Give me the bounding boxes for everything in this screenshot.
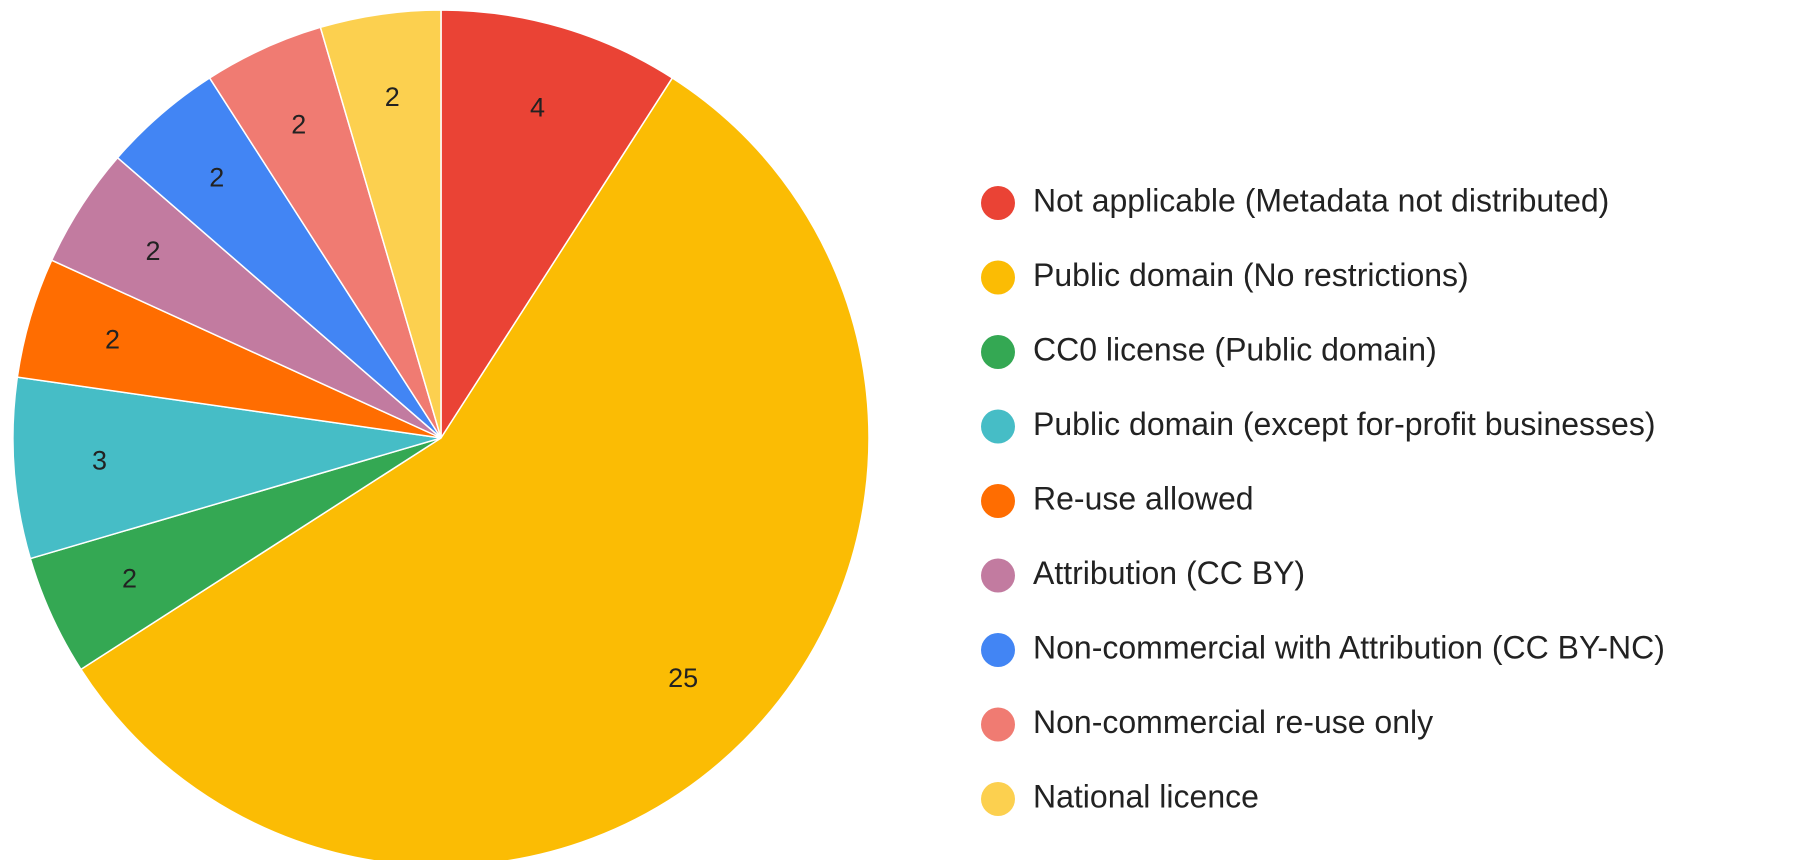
data-label: 4 <box>530 93 545 123</box>
legend-label: Non-commercial with Attribution (CC BY-N… <box>1033 629 1665 665</box>
legend-marker <box>981 484 1015 518</box>
data-label: 2 <box>291 110 306 140</box>
legend-marker <box>981 335 1015 369</box>
pie-slice <box>440 9 674 441</box>
legend-label: National licence <box>1033 778 1259 814</box>
legend-marker <box>981 633 1015 667</box>
legend-marker <box>981 260 1015 295</box>
pie-slice <box>319 9 442 439</box>
data-label: 2 <box>105 325 120 355</box>
data-label: 25 <box>668 663 698 693</box>
legend-label: CC0 license (Public domain) <box>1033 331 1437 367</box>
legend-label: Public domain (except for-profit busines… <box>1033 406 1656 442</box>
legend-label: Not applicable (Metadata not distributed… <box>1033 182 1609 218</box>
legend-label: Public domain (No restrictions) <box>1033 257 1469 293</box>
data-label: 2 <box>122 563 137 593</box>
legend-marker <box>981 186 1015 220</box>
pie-slice <box>12 376 442 560</box>
data-label: 2 <box>145 236 160 266</box>
legend-label: Non-commercial re-use only <box>1033 704 1433 740</box>
legend-marker <box>981 782 1015 816</box>
data-label: 3 <box>92 446 107 476</box>
data-label: 2 <box>209 162 224 192</box>
legend-label: Attribution (CC BY) <box>1033 555 1305 591</box>
legend-marker <box>981 558 1015 593</box>
pie-slice <box>79 76 870 860</box>
legend-label: Re-use allowed <box>1033 480 1254 516</box>
data-label: 2 <box>385 82 400 112</box>
legend-marker <box>981 707 1015 742</box>
legend-marker <box>981 409 1015 444</box>
